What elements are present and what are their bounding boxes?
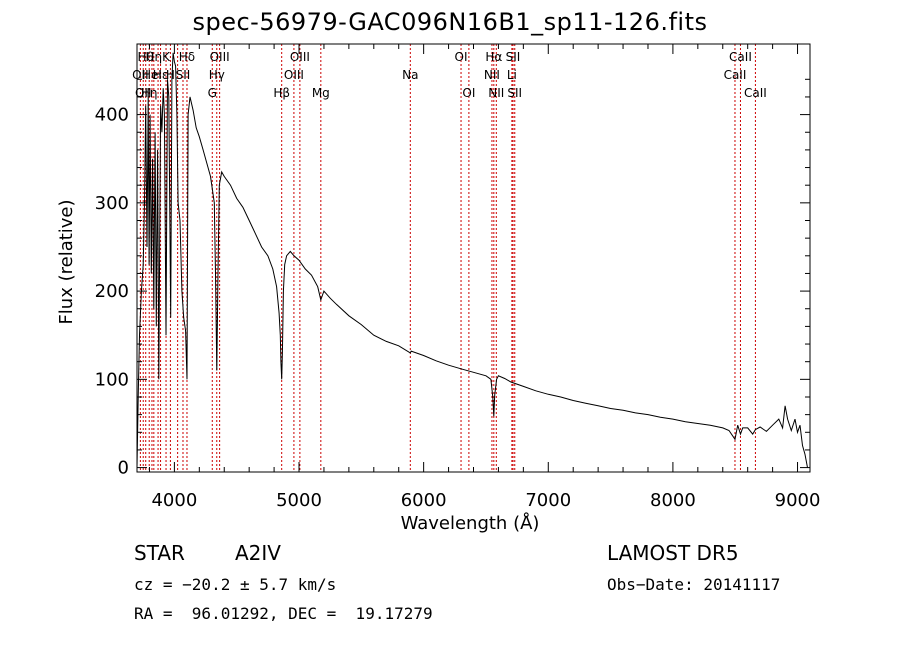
line-marker-label: SII bbox=[507, 86, 522, 100]
plot-frame bbox=[136, 43, 811, 473]
line-marker-label: SII bbox=[176, 68, 191, 82]
line-marker-label: Hε bbox=[153, 68, 169, 82]
line-marker-label: K bbox=[162, 50, 171, 64]
line-marker-label: CaII bbox=[729, 50, 752, 64]
line-marker-label: NII bbox=[488, 86, 504, 100]
line-marker-label: OII bbox=[132, 68, 149, 82]
line-marker-label: Hγ bbox=[209, 68, 225, 82]
x-tick-label: 8000 bbox=[650, 490, 696, 511]
y-tick-label: 200 bbox=[95, 281, 129, 302]
obs-date: Obs−Date: 20141117 bbox=[607, 575, 781, 594]
x-tick-label: 6000 bbox=[401, 490, 447, 511]
redshift-readout: cz = −20.2 ± 5.7 km/s bbox=[134, 575, 337, 594]
spectrum-line bbox=[136, 52, 808, 468]
line-marker-label: Hδ bbox=[179, 50, 195, 64]
chart-title: spec-56979-GAC096N16B1_sp11-126.fits bbox=[192, 8, 708, 36]
line-marker-label: OIII bbox=[290, 50, 310, 64]
line-marker-label: OI bbox=[455, 50, 468, 64]
line-marker-label: CaII bbox=[724, 68, 747, 82]
line-marker-label: Mg bbox=[312, 86, 330, 100]
line-marker-label: CaII bbox=[744, 86, 767, 100]
y-tick-label: 300 bbox=[95, 193, 129, 214]
line-marker-label: Hη bbox=[141, 86, 158, 100]
y-tick-label: 100 bbox=[95, 369, 129, 390]
coordinates: RA = 96.01292, DEC = 19.17279 bbox=[134, 604, 433, 623]
x-tick-label: 5000 bbox=[276, 490, 322, 511]
y-axis-ticks: 0 100 200 300 400 bbox=[95, 78, 810, 479]
y-tick-label: 0 bbox=[118, 458, 129, 479]
subclass: A2IV bbox=[235, 541, 281, 565]
line-marker-label: Na bbox=[402, 68, 418, 82]
x-axis-ticks: 4000 5000 6000 7000 8000 9000 bbox=[148, 44, 821, 511]
line-marker-label: NII bbox=[484, 68, 500, 82]
line-marker-label: H bbox=[166, 68, 175, 82]
spectral-line-markers bbox=[139, 44, 756, 472]
line-marker-label: Hθ bbox=[138, 50, 154, 64]
object-type: STAR bbox=[134, 541, 185, 565]
x-tick-label: 4000 bbox=[151, 490, 197, 511]
x-axis-label: Wavelength (Å) bbox=[401, 512, 540, 534]
x-tick-label: 7000 bbox=[525, 490, 571, 511]
y-axis-label: Flux (relative) bbox=[56, 199, 77, 324]
line-marker-label: OIII bbox=[284, 68, 304, 82]
line-marker-label: OIII bbox=[210, 50, 230, 64]
line-marker-label: SII bbox=[506, 50, 521, 64]
line-marker-label: Hβ bbox=[273, 86, 290, 100]
line-marker-label: Li bbox=[507, 68, 517, 82]
y-tick-label: 400 bbox=[95, 105, 129, 126]
line-marker-label: G bbox=[208, 86, 217, 100]
x-tick-label: 9000 bbox=[775, 490, 821, 511]
survey-name: LAMOST DR5 bbox=[607, 541, 739, 565]
line-marker-label: OI bbox=[462, 86, 475, 100]
line-marker-label: HeI bbox=[142, 68, 162, 82]
line-marker-label: Hη bbox=[146, 50, 163, 64]
line-marker-label: Hα bbox=[485, 50, 502, 64]
